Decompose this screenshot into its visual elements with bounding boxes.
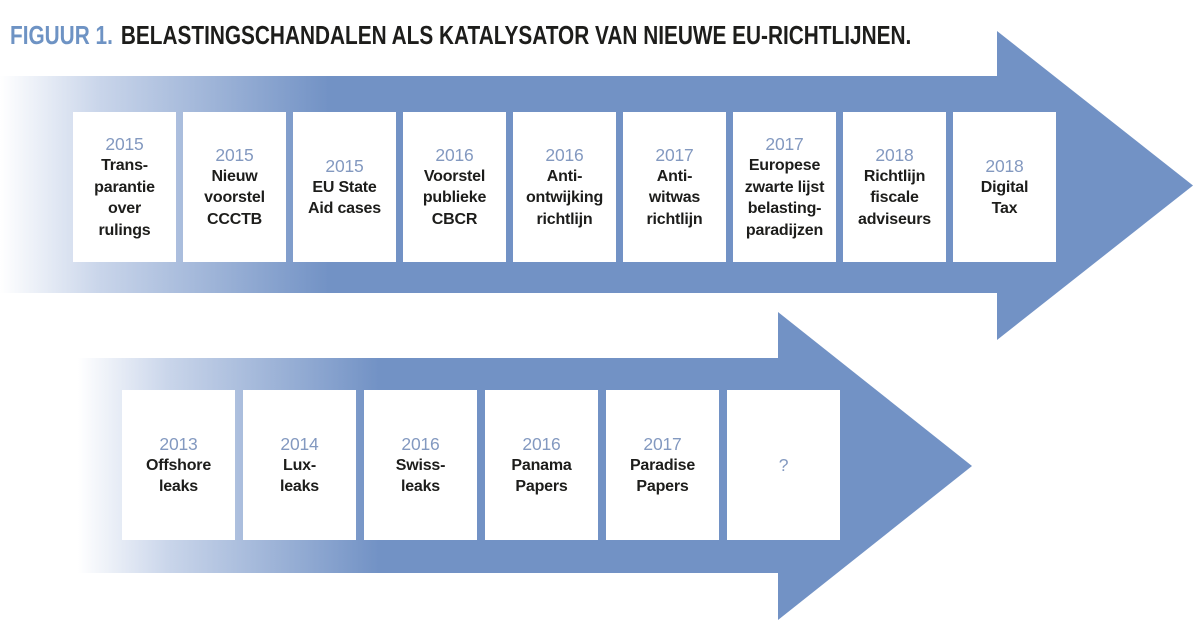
card-text-line: voorstel: [204, 189, 265, 207]
card-text-line: CBCR: [431, 210, 478, 228]
bottom-timeline-cards: 2013 Offshore leaks 2014 Lux-leaks 2016 Swiss-…: [122, 390, 840, 540]
timeline-card: 2017 Europese zwarte lijst belasting-paradi…: [733, 112, 836, 262]
card-text-line: Voorstel: [423, 167, 486, 185]
card-text-line: Anti-: [546, 167, 583, 185]
figure-number-label: FIGUUR 1.: [10, 20, 113, 50]
card-text-line: EU State: [312, 178, 377, 196]
card-year: 2018: [985, 155, 1024, 176]
card-year: 2016: [545, 144, 584, 165]
card-text-line: leaks: [158, 478, 199, 495]
card-text-line: richtlijn: [536, 210, 593, 228]
figure-title-text: BELASTINGSCHANDALEN ALS KATALYSATOR VAN …: [120, 20, 912, 50]
card-year: 2015: [105, 134, 144, 154]
timeline-card: 2015 EU State Aid cases: [293, 112, 396, 262]
card-text-line: Papers: [515, 478, 568, 495]
figure-title: FIGUUR 1. BELASTINGSCHANDALEN ALS KATALYS…: [10, 20, 911, 51]
card-text-line: Digital: [980, 178, 1029, 196]
timeline-card: 2018 Digital Tax: [953, 112, 1056, 262]
card-text-line: adviseurs: [858, 210, 931, 228]
card-text-line: fiscale: [870, 189, 919, 207]
card-text-line: Trans-: [101, 157, 148, 174]
card-text-line: parantie: [94, 178, 155, 196]
card-text-line: Nieuw: [211, 167, 258, 185]
timeline-card: 2016 Voorstel publieke CBCR: [403, 112, 506, 262]
card-year: 2017: [765, 134, 804, 154]
card-text-line: CCCTB: [207, 210, 262, 228]
card-text-line: ontwijking: [525, 189, 604, 207]
card-text-line: paradijzen: [745, 221, 824, 239]
card-text-line: Lux-: [283, 456, 316, 474]
card-text-line: Europese: [748, 157, 821, 174]
card-text-line: leaks: [279, 478, 320, 495]
card-text-line: richtlijn: [646, 210, 703, 228]
card-text-line: Swiss-: [395, 456, 446, 474]
card-text-line: Anti-: [656, 167, 693, 185]
timeline-card: ?: [727, 390, 840, 540]
card-year: ?: [778, 455, 789, 475]
timeline-card: 2018 Richtlijn fiscale adviseurs: [843, 112, 946, 262]
card-text-line: zwarte lijst: [744, 178, 825, 196]
top-timeline-cards: 2015 Trans-parantie over rulings 2015 Nieuw vo…: [73, 112, 1056, 262]
timeline-card: 2016 Swiss-leaks: [364, 390, 477, 540]
card-text-line: witwas: [648, 189, 701, 207]
card-text-line: Tax: [991, 200, 1018, 217]
card-year: 2014: [280, 433, 319, 454]
card-year: 2016: [522, 433, 561, 454]
card-text-line: Paradise: [629, 456, 696, 474]
timeline-card: 2017 Paradise Papers: [606, 390, 719, 540]
card-text-line: Panama: [511, 456, 572, 474]
card-text-line: Aid cases: [308, 200, 381, 217]
card-year: 2015: [325, 155, 364, 176]
timeline-card: 2014 Lux-leaks: [243, 390, 356, 540]
timeline-card: 2016 Panama Papers: [485, 390, 598, 540]
card-text-line: publieke: [422, 189, 487, 207]
card-text-line: belasting-: [747, 200, 822, 217]
timeline-card: 2015 Nieuw voorstel CCCTB: [183, 112, 286, 262]
card-text-line: over: [108, 200, 141, 217]
card-text-line: Papers: [636, 478, 689, 495]
timeline-card: 2015 Trans-parantie over rulings: [73, 112, 176, 262]
timeline-card: 2017 Anti-witwas richtlijn: [623, 112, 726, 262]
card-year: 2017: [643, 433, 682, 454]
card-year: 2017: [655, 144, 694, 165]
card-year: 2016: [401, 433, 440, 454]
timeline-card: 2016 Anti-ontwijking richtlijn: [513, 112, 616, 262]
card-text-line: Richtlijn: [863, 167, 926, 185]
card-year: 2018: [875, 144, 914, 165]
card-text-line: rulings: [98, 221, 151, 239]
card-text-line: leaks: [400, 478, 441, 495]
card-year: 2013: [159, 433, 198, 454]
timeline-card: 2013 Offshore leaks: [122, 390, 235, 540]
card-text-line: Offshore: [145, 456, 212, 474]
card-year: 2015: [215, 144, 254, 165]
card-year: 2016: [435, 144, 474, 165]
